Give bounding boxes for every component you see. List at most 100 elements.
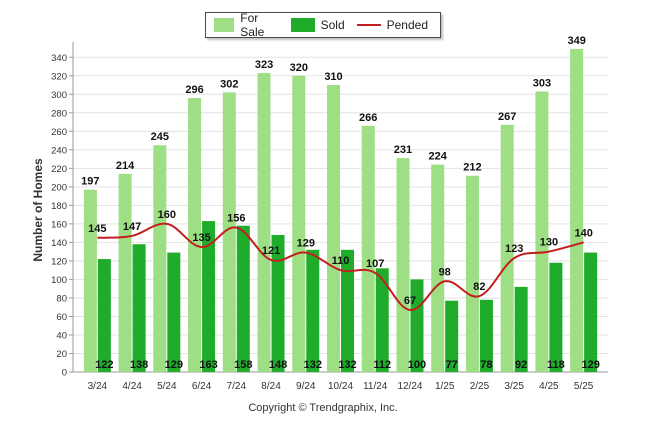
x-tick-label-6-24: 6/24 bbox=[192, 381, 212, 392]
y-tick-label-260: 260 bbox=[51, 127, 67, 138]
label-sold-9-24: 132 bbox=[304, 359, 322, 371]
bar-for-sale-8-24 bbox=[257, 72, 271, 372]
label-sold-4-24: 138 bbox=[130, 359, 148, 371]
bar-for-sale-5-24 bbox=[153, 145, 167, 372]
x-tick-label-9-24: 9/24 bbox=[296, 381, 316, 392]
label-pended-4-25: 130 bbox=[540, 237, 558, 249]
x-tick-label-5-24: 5/24 bbox=[157, 381, 177, 392]
y-tick-label-0: 0 bbox=[62, 368, 67, 379]
label-for-sale-10-24: 310 bbox=[324, 71, 342, 83]
bar-for-sale-4-24 bbox=[118, 173, 132, 372]
bar-sold-7-24 bbox=[236, 225, 250, 372]
label-for-sale-5-25: 349 bbox=[567, 35, 585, 47]
x-tick-label-3-24: 3/24 bbox=[88, 381, 108, 392]
label-pended-7-24: 156 bbox=[227, 213, 245, 225]
label-pended-5-24: 160 bbox=[158, 209, 176, 221]
label-for-sale-3-24: 197 bbox=[81, 176, 99, 188]
copyright-text: Copyright © Trendgraphix, Inc. bbox=[248, 402, 398, 414]
bar-sold-1-25 bbox=[445, 300, 459, 372]
y-tick-label-20: 20 bbox=[56, 349, 67, 360]
bar-for-sale-11-24 bbox=[361, 125, 375, 372]
x-tick-label-2-25: 2/25 bbox=[470, 381, 490, 392]
bar-sold-10-24 bbox=[341, 249, 354, 372]
y-tick-label-300: 300 bbox=[51, 90, 67, 101]
legend-label-sold: Sold bbox=[320, 18, 345, 32]
y-axis-label: Number of Homes bbox=[31, 158, 45, 262]
label-pended-5-25: 140 bbox=[574, 227, 592, 239]
label-sold-1-25: 77 bbox=[446, 359, 458, 371]
x-tick-label-4-25: 4/25 bbox=[539, 381, 559, 392]
x-tick-label-12-24: 12/24 bbox=[397, 381, 422, 392]
label-sold-5-25: 129 bbox=[581, 359, 599, 371]
label-pended-3-25: 123 bbox=[505, 243, 523, 255]
label-for-sale-8-24: 323 bbox=[255, 59, 273, 71]
y-tick-label-140: 140 bbox=[51, 238, 67, 249]
y-tick-label-160: 160 bbox=[51, 219, 67, 230]
label-sold-8-24: 148 bbox=[269, 359, 287, 371]
label-for-sale-11-24: 266 bbox=[359, 112, 377, 124]
bar-for-sale-4-25 bbox=[535, 91, 549, 372]
legend: For Sale Sold Pended bbox=[205, 11, 441, 39]
x-tick-label-3-25: 3/25 bbox=[504, 381, 524, 392]
label-for-sale-7-24: 302 bbox=[220, 78, 238, 90]
bar-for-sale-10-24 bbox=[327, 85, 340, 373]
y-tick-label-320: 320 bbox=[51, 71, 67, 82]
line-pended bbox=[97, 222, 584, 311]
bar-sold-5-24 bbox=[167, 252, 181, 372]
bar-for-sale-7-24 bbox=[222, 92, 236, 372]
y-tick-label-280: 280 bbox=[51, 108, 67, 119]
x-tick-label-1-25: 1/25 bbox=[435, 381, 455, 392]
bar-for-sale-5-25 bbox=[570, 48, 584, 372]
legend-label-pended: Pended bbox=[386, 18, 428, 32]
label-pended-3-24: 145 bbox=[88, 223, 106, 235]
label-pended-4-24: 147 bbox=[123, 221, 141, 233]
label-pended-1-25: 98 bbox=[439, 266, 451, 278]
label-pended-12-24: 67 bbox=[404, 295, 416, 307]
bar-sold-6-24 bbox=[202, 221, 216, 372]
bar-sold-9-24 bbox=[306, 249, 320, 372]
x-tick-label-10-24: 10/24 bbox=[328, 381, 353, 392]
legend-line-pended bbox=[356, 24, 381, 26]
label-pended-2-25: 82 bbox=[473, 281, 485, 293]
x-tick-label-11-24: 11/24 bbox=[363, 381, 388, 392]
bar-for-sale-2-25 bbox=[465, 175, 479, 372]
bar-for-sale-6-24 bbox=[188, 97, 202, 372]
legend-swatch-for-sale bbox=[214, 18, 235, 32]
legend-label-for-sale: For Sale bbox=[240, 11, 265, 39]
label-sold-10-24: 132 bbox=[338, 359, 356, 371]
label-for-sale-4-24: 214 bbox=[116, 160, 135, 172]
label-for-sale-9-24: 320 bbox=[290, 62, 308, 74]
label-sold-5-24: 129 bbox=[165, 359, 183, 371]
bar-sold-12-24 bbox=[410, 279, 424, 372]
x-tick-label-7-24: 7/24 bbox=[227, 381, 247, 392]
bar-for-sale-12-24 bbox=[396, 158, 410, 372]
label-sold-7-24: 158 bbox=[234, 359, 252, 371]
label-pended-10-24: 110 bbox=[332, 255, 350, 267]
y-tick-label-200: 200 bbox=[51, 182, 67, 193]
label-sold-3-24: 122 bbox=[95, 359, 113, 371]
legend-item-for-sale: For Sale bbox=[214, 11, 279, 39]
bar-for-sale-3-24 bbox=[83, 189, 97, 372]
bar-sold-8-24 bbox=[271, 234, 285, 372]
label-for-sale-2-25: 212 bbox=[463, 162, 481, 174]
label-pended-11-24: 107 bbox=[366, 258, 384, 270]
label-sold-12-24: 100 bbox=[408, 359, 426, 371]
bar-for-sale-9-24 bbox=[292, 75, 306, 373]
label-for-sale-4-25: 303 bbox=[533, 78, 551, 90]
label-pended-6-24: 135 bbox=[192, 232, 210, 244]
label-sold-11-24: 112 bbox=[373, 359, 391, 371]
x-tick-label-5-25: 5/25 bbox=[574, 381, 594, 392]
bar-sold-3-25 bbox=[514, 286, 528, 372]
label-for-sale-5-24: 245 bbox=[151, 131, 169, 143]
legend-item-pended: Pended bbox=[356, 18, 428, 32]
bar-sold-11-24 bbox=[375, 268, 389, 372]
label-for-sale-12-24: 231 bbox=[394, 144, 412, 156]
bar-for-sale-3-25 bbox=[500, 124, 514, 372]
x-tick-label-8-24: 8/24 bbox=[261, 381, 281, 392]
label-pended-9-24: 129 bbox=[297, 238, 315, 250]
bar-sold-4-24 bbox=[132, 244, 146, 372]
y-tick-label-340: 340 bbox=[51, 53, 67, 64]
bar-sold-2-25 bbox=[479, 299, 493, 372]
label-for-sale-3-25: 267 bbox=[498, 111, 516, 123]
